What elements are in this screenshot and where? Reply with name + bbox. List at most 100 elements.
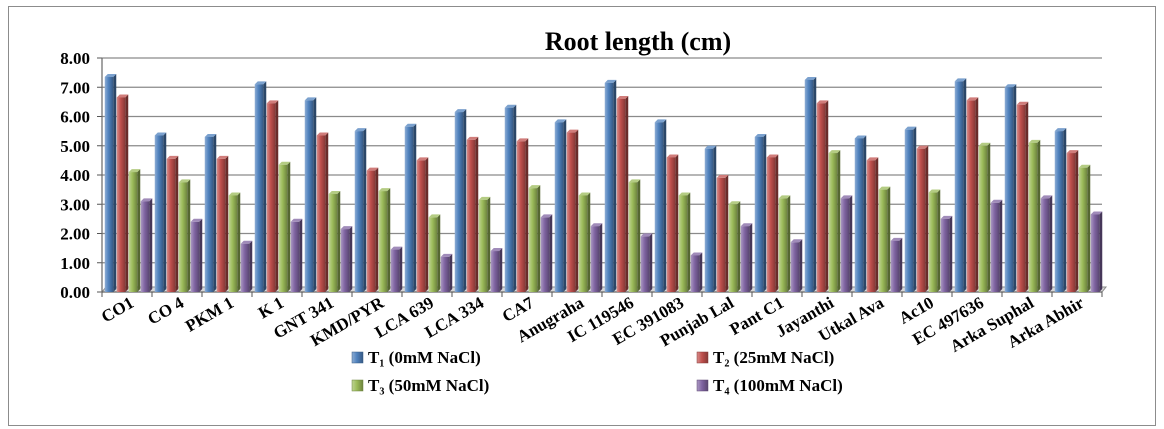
y-tick-label: 0.00 xyxy=(60,283,90,302)
y-tick-label: 8.00 xyxy=(60,49,90,68)
bar xyxy=(866,157,879,292)
bar xyxy=(1078,164,1091,292)
bar xyxy=(804,76,817,292)
bar xyxy=(154,132,167,292)
bar xyxy=(590,223,603,292)
bar xyxy=(616,95,629,292)
bars xyxy=(104,74,1103,293)
bar xyxy=(266,100,279,293)
bar xyxy=(604,79,617,292)
bar xyxy=(204,133,217,292)
bar xyxy=(178,179,191,292)
bar xyxy=(490,248,503,292)
bar xyxy=(1040,195,1053,292)
bar xyxy=(104,74,117,292)
bar xyxy=(940,215,953,292)
bar xyxy=(466,136,479,292)
bar xyxy=(628,179,641,292)
bar xyxy=(340,226,353,292)
bar xyxy=(240,240,253,292)
bar xyxy=(554,119,567,292)
bar xyxy=(1066,150,1079,292)
bar xyxy=(390,246,403,292)
bar xyxy=(528,185,541,292)
bar xyxy=(416,157,429,292)
bar xyxy=(316,132,329,292)
x-tick-label: PKM 1 xyxy=(182,293,237,336)
legend-label: T₁ (0mM NaCl) xyxy=(368,348,481,367)
bar xyxy=(904,126,917,292)
y-tick-label: 7.00 xyxy=(60,78,90,97)
bar xyxy=(854,135,867,292)
bar xyxy=(254,81,267,292)
legend-entry: T₁ (0mM NaCl) xyxy=(351,348,481,367)
bar xyxy=(778,195,791,292)
y-tick-label: 6.00 xyxy=(60,108,90,127)
bar xyxy=(966,97,979,292)
legend-label: T₄ (100mM NaCl) xyxy=(713,376,843,395)
bar xyxy=(928,189,941,292)
bar xyxy=(540,214,553,292)
bar xyxy=(766,154,779,292)
legend: T₁ (0mM NaCl) T₂ (25mM NaCl) T₃ (50mM NaCl… xyxy=(351,348,843,395)
bar xyxy=(166,155,179,292)
bar xyxy=(704,145,717,292)
bar xyxy=(916,145,929,292)
legend-swatch xyxy=(351,351,364,364)
bar xyxy=(754,133,767,292)
bar xyxy=(116,94,129,292)
y-tick-label: 2.00 xyxy=(60,225,90,244)
bar xyxy=(954,78,967,293)
bar xyxy=(404,123,417,292)
bar xyxy=(640,233,653,292)
bar xyxy=(190,218,203,292)
bar xyxy=(366,167,379,292)
bar xyxy=(566,129,579,292)
bar xyxy=(878,186,891,292)
bar xyxy=(1028,139,1041,292)
bar xyxy=(890,237,903,292)
legend-label: T₂ (25mM NaCl) xyxy=(713,348,834,367)
legend-swatch xyxy=(696,351,709,364)
bar xyxy=(228,192,241,292)
legend-entry: T₄ (100mM NaCl) xyxy=(696,376,843,395)
bar xyxy=(1004,84,1017,292)
bar xyxy=(278,161,291,292)
x-tick-label: CO1 xyxy=(98,293,137,326)
bar xyxy=(216,155,229,292)
bar xyxy=(304,97,317,292)
bar xyxy=(140,198,153,292)
legend-entry: T₂ (25mM NaCl) xyxy=(696,348,834,367)
bar xyxy=(516,138,529,292)
bar xyxy=(678,192,691,292)
bar xyxy=(128,169,141,292)
bar xyxy=(428,214,441,292)
bar xyxy=(578,192,591,292)
bar xyxy=(454,109,467,292)
bar xyxy=(504,104,517,292)
bar xyxy=(290,218,303,292)
bar xyxy=(828,150,841,292)
legend-label: T₃ (50mM NaCl) xyxy=(368,376,489,395)
bar xyxy=(666,154,679,292)
chart-title: Root length (cm) xyxy=(545,27,731,56)
bar xyxy=(990,199,1003,292)
bar xyxy=(354,128,367,292)
bar xyxy=(1016,101,1029,292)
bar xyxy=(728,201,741,292)
bar xyxy=(840,195,853,292)
x-tick-label: CO 4 xyxy=(144,293,187,329)
bar xyxy=(328,191,341,292)
bar xyxy=(690,252,703,292)
bar xyxy=(978,142,991,292)
legend-swatch xyxy=(696,379,709,392)
y-tick-label: 5.00 xyxy=(60,137,90,156)
y-tick-label: 4.00 xyxy=(60,166,90,185)
bar xyxy=(378,188,391,292)
y-tick-label: 1.00 xyxy=(60,254,90,273)
y-tick-label: 3.00 xyxy=(60,195,90,214)
bar xyxy=(440,253,453,292)
bar xyxy=(816,100,829,293)
bar xyxy=(654,119,667,292)
